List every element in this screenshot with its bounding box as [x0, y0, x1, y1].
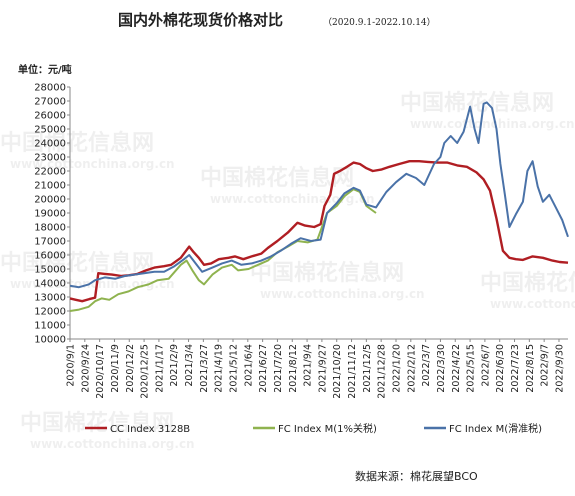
watermark-url: www.cottonchina.org.cn [410, 117, 575, 131]
watermark-text: 中国棉花信息网 [200, 165, 354, 191]
x-tick-label: 2021/7/20 [273, 344, 284, 393]
x-tick-label: 2022/6/30 [495, 344, 506, 393]
x-tick-label: 2021/5/12 [228, 344, 239, 393]
y-tick-label: 26000 [34, 111, 66, 122]
y-tick-label: 21000 [34, 181, 66, 192]
x-tick-label: 2021/4/19 [214, 344, 225, 393]
watermark-url: www.cottonchina.org.cn [260, 287, 425, 301]
y-tick-label: 11000 [34, 321, 66, 332]
x-tick-label: 2021/9/27 [317, 344, 328, 393]
x-tick-label: 2020/9/24 [80, 344, 91, 393]
y-tick-label: 12000 [34, 307, 66, 318]
x-tick-label: 2020/11/9 [110, 344, 121, 393]
y-tick-label: 28000 [34, 83, 66, 94]
y-tick-label: 16000 [34, 251, 66, 262]
legend-label-3: FC Index M(滑准税) [449, 422, 542, 435]
y-tick-label: 17000 [34, 237, 66, 248]
x-tick-label: 2022/2/12 [406, 344, 417, 393]
x-tick-label: 2020/9/1 [66, 344, 77, 387]
watermark-text: 中国棉花信息网 [400, 90, 554, 116]
x-tick-label: 2021/9/4 [303, 344, 314, 387]
y-tick-label: 25000 [34, 125, 66, 136]
watermark-url: www.cottonchina.org.cn [10, 277, 175, 291]
x-tick-label: 2020/12/25 [140, 344, 151, 399]
x-tick-labels: 2020/9/1 2020/9/24 2020/10/17 2020/11/9 2020… [66, 339, 565, 399]
watermark-text: 中国棉花信息网 [250, 260, 404, 286]
y-tick-label: 15000 [34, 265, 66, 276]
y-tick-label: 22000 [34, 167, 66, 178]
watermark-text: 中国棉花信息网 [0, 250, 154, 276]
x-tick-label: 2021/6/4 [243, 344, 254, 387]
x-tick-label: 2022/7/23 [510, 344, 521, 393]
x-tick-label: 2021/6/27 [258, 344, 269, 393]
y-tick-label: 19000 [34, 209, 66, 220]
x-tick-label: 2022/9/30 [554, 344, 565, 393]
x-tick-label: 2021/12/28 [377, 344, 388, 399]
x-tick-label: 2021/10/20 [332, 344, 343, 399]
y-tick-labels: 10000 11000 12000 13000 14000 15000 16000 17000… [34, 83, 70, 346]
chart-subtitle: （2020.9.1-2022.10.14） [323, 17, 436, 28]
x-tick-label: 2021/11/12 [347, 344, 358, 399]
watermark-text: 中国棉花信息网 [20, 410, 174, 436]
data-source: 数据来源：棉花展望BCO [355, 469, 478, 483]
y-tick-label: 18000 [34, 223, 66, 234]
watermark-url: www.cottonchina.org.cn [10, 157, 175, 171]
x-tick-label: 2021/12/5 [362, 344, 373, 393]
x-tick-label: 2020/12/2 [125, 344, 136, 393]
y-tick-label: 13000 [34, 293, 66, 304]
watermark-url: www.cottonchina.org.cn [210, 192, 375, 206]
y-tick-label: 10000 [34, 335, 66, 346]
x-tick-label: 2022/6/7 [480, 344, 491, 387]
y-tick-label: 27000 [34, 97, 66, 108]
x-tick-label: 2020/10/17 [95, 344, 106, 399]
y-tick-label: 14000 [34, 279, 66, 290]
series-layer [69, 101, 569, 312]
y-axis-unit-label: 单位：元/吨 [18, 63, 72, 76]
x-tick-label: 2022/9/7 [540, 344, 551, 387]
x-tick-label: 2022/3/30 [436, 344, 447, 393]
watermark-text: 中国棉花信息网 [0, 130, 154, 156]
watermark-text: 中国棉花信息网 [480, 270, 575, 296]
x-tick-label: 2021/1/17 [154, 344, 165, 393]
legend-label-1: CC Index 3128B [110, 424, 190, 435]
x-tick-label: 2022/3/7 [421, 344, 432, 387]
legend: CC Index 3128B FC Index M(1%关税) FC Index M… [85, 422, 542, 435]
watermark-layer: 中国棉花信息网www.cottonchina.org.cn中国棉花信息网www.… [0, 90, 575, 451]
watermark-url: www.cottonchina.org.cn [490, 297, 575, 311]
y-tick-label: 23000 [34, 153, 66, 164]
x-tick-label: 2021/3/27 [199, 344, 210, 393]
y-tick-label: 20000 [34, 195, 66, 206]
x-tick-label: 2021/8/12 [288, 344, 299, 393]
series-line-1 [69, 160, 569, 303]
series-line-3 [69, 101, 569, 289]
chart-title: 国内外棉花现货价格对比 [118, 11, 283, 29]
x-tick-label: 2022/5/15 [466, 344, 477, 393]
x-tick-label: 2022/8/15 [525, 344, 536, 393]
x-tick-label: 2022/4/22 [451, 344, 462, 393]
x-tick-label: 2021/2/9 [169, 344, 180, 387]
x-tick-label: 2022/1/20 [391, 344, 402, 393]
legend-label-2: FC Index M(1%关税) [278, 422, 377, 435]
y-tick-label: 24000 [34, 139, 66, 150]
watermark-url: www.cottonchina.org.cn [30, 437, 195, 451]
x-tick-label: 2021/3/4 [184, 344, 195, 387]
